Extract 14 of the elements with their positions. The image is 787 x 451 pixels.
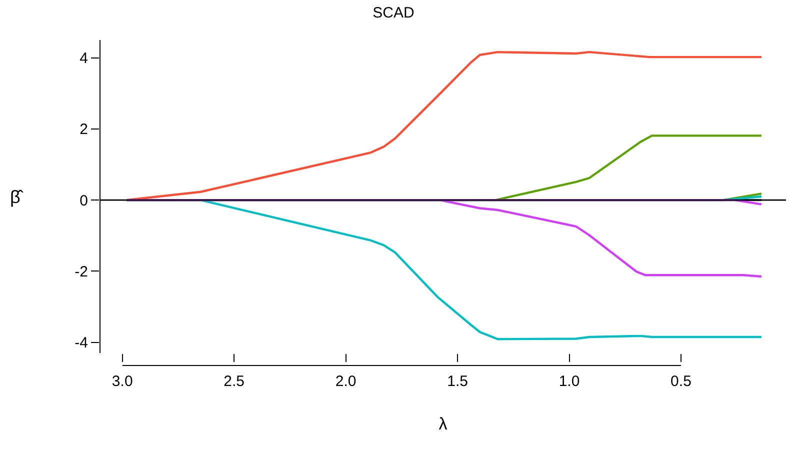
y-tick-label: 4 [80,50,88,68]
chart-title: SCAD [372,4,414,22]
y-tick-label: -2 [74,263,88,280]
y-tick-label: 2 [80,121,88,138]
x-tick-label: 0.5 [670,373,692,390]
x-tick-label: 1.5 [447,373,468,390]
y-axis-title: β̂ [10,187,24,207]
x-tick-label: 1.0 [558,373,580,390]
y-tick-label: -4 [74,334,88,352]
x-tick-label: 3.0 [112,373,133,390]
x-axis-title: λ [438,414,448,434]
x-tick-label: 2.5 [224,373,244,390]
x-tick-label: 2.0 [335,373,356,390]
y-tick-label: 0 [80,192,88,210]
